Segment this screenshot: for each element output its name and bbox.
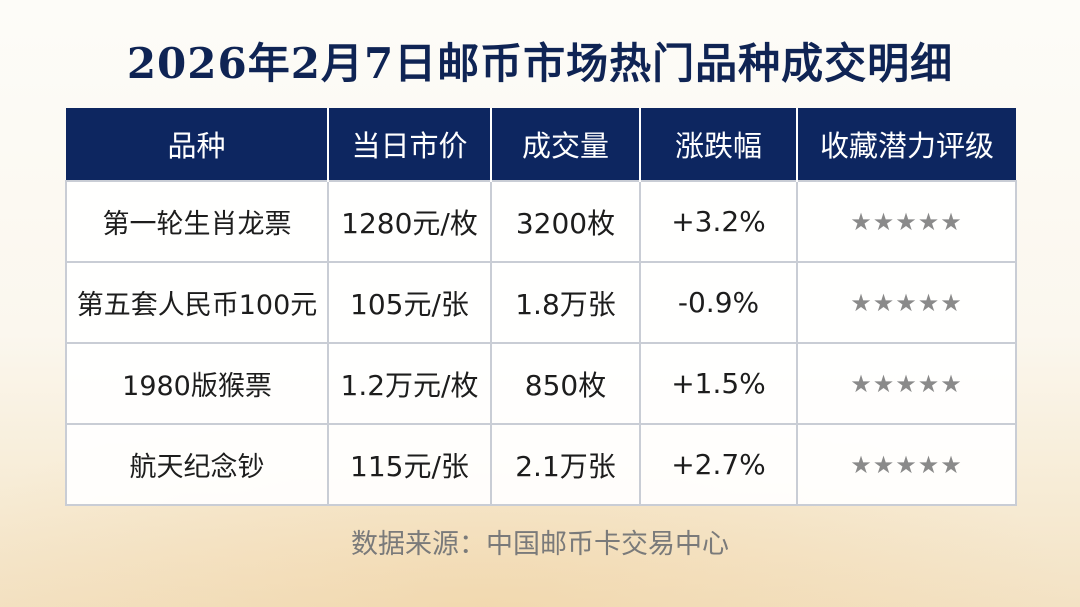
cell-volume: 1.8万张: [490, 261, 641, 344]
cell-change: -0.9%: [639, 261, 798, 344]
cell-price: 1.2万元/枚: [327, 342, 492, 425]
header-variety: 品种: [66, 108, 329, 181]
cell-price: 115元/张: [327, 423, 492, 506]
table-row: 航天纪念钞 115元/张 2.1万张 +2.7% ★★★★★: [65, 423, 1017, 506]
page-title: 2026年2月7日邮币市场热门品种成交明细: [126, 39, 954, 88]
cell-price: 105元/张: [327, 261, 492, 344]
cell-volume: 3200枚: [490, 180, 641, 263]
cell-rating: ★★★★★: [796, 261, 1017, 344]
cell-variety: 航天纪念钞: [65, 423, 329, 506]
cell-rating: ★★★★★: [796, 423, 1017, 506]
cell-variety: 第一轮生肖龙票: [65, 180, 329, 263]
market-table: 品种 当日市价 成交量 涨跌幅 收藏潜力评级 第一轮生肖龙票 1280元/枚 3…: [65, 108, 1017, 506]
cell-volume: 850枚: [490, 342, 641, 425]
table-row: 第五套人民币100元 105元/张 1.8万张 -0.9% ★★★★★: [65, 261, 1017, 344]
cell-variety: 1980版猴票: [65, 342, 329, 425]
header-price: 当日市价: [327, 108, 492, 181]
cell-price: 1280元/枚: [327, 180, 492, 263]
table-row: 1980版猴票 1.2万元/枚 850枚 +1.5% ★★★★★: [65, 342, 1017, 425]
cell-change: +3.2%: [639, 180, 798, 263]
cell-volume: 2.1万张: [490, 423, 641, 506]
cell-variety: 第五套人民币100元: [65, 261, 329, 344]
table-row: 第一轮生肖龙票 1280元/枚 3200枚 +3.2% ★★★★★: [65, 180, 1017, 263]
cell-rating: ★★★★★: [796, 342, 1017, 425]
cell-change: +1.5%: [639, 342, 798, 425]
cell-change: +2.7%: [639, 423, 798, 506]
header-volume: 成交量: [490, 108, 641, 181]
data-source-note: 数据来源：中国邮币卡交易中心: [351, 529, 729, 560]
cell-rating: ★★★★★: [796, 180, 1017, 263]
header-change: 涨跌幅: [639, 108, 798, 181]
header-rating: 收藏潜力评级: [796, 108, 1016, 181]
table-header-row: 品种 当日市价 成交量 涨跌幅 收藏潜力评级: [66, 108, 1016, 181]
